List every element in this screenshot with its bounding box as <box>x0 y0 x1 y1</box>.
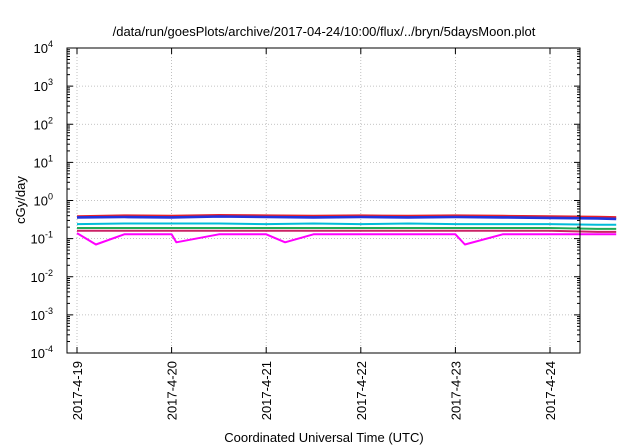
y-tick-exponent: -2 <box>45 268 53 278</box>
x-tick-label: 2017-4-20 <box>165 361 180 420</box>
chart-title: /data/run/goesPlots/archive/2017-04-24/1… <box>113 24 536 39</box>
y-tick-base: 10 <box>31 308 45 323</box>
y-tick-base: 10 <box>31 346 45 361</box>
y-tick-exponent: 3 <box>48 77 53 87</box>
y-tick-label: 10-1 <box>31 230 53 247</box>
y-tick-base: 10 <box>34 41 48 56</box>
y-tick-label: 10-4 <box>31 344 53 361</box>
x-axis-label: Coordinated Universal Time (UTC) <box>224 430 423 445</box>
y-tick-exponent: -3 <box>45 306 53 316</box>
x-tick-label: 2017-4-23 <box>448 361 463 420</box>
x-tick-label: 2017-4-24 <box>543 361 558 420</box>
y-tick-base: 10 <box>34 79 48 94</box>
y-tick-base: 10 <box>31 270 45 285</box>
x-tick-label: 2017-4-21 <box>259 361 274 420</box>
y-tick-label: 104 <box>34 39 53 56</box>
series-line <box>76 215 617 221</box>
series-line <box>77 229 617 233</box>
y-tick-label: 100 <box>34 192 53 209</box>
y-tick-exponent: 1 <box>48 153 53 163</box>
y-tick-exponent: 4 <box>48 39 53 49</box>
y-tick-label: 103 <box>34 77 53 94</box>
series-line <box>76 232 617 246</box>
y-tick-base: 10 <box>34 194 48 209</box>
y-axis-label: cGy/day <box>13 176 28 224</box>
series-line <box>76 222 617 226</box>
y-tick-label: 102 <box>34 115 53 132</box>
y-tick-label: 10-3 <box>31 306 53 323</box>
series-group <box>76 214 617 246</box>
y-tick-exponent: 0 <box>48 192 53 202</box>
series-line <box>77 227 617 230</box>
x-tick-label: 2017-4-22 <box>354 361 369 420</box>
y-tick-label: 101 <box>34 153 53 170</box>
y-tick-base: 10 <box>34 117 48 132</box>
y-tick-label: 10-2 <box>31 268 53 285</box>
y-tick-exponent: -1 <box>45 230 53 240</box>
y-tick-base: 10 <box>34 155 48 170</box>
x-axis-ticks: 2017-4-19 2017-4-20 2017-4-21 2017-4-22 2017… <box>70 48 558 420</box>
x-tick-label: 2017-4-19 <box>70 361 85 420</box>
y-tick-exponent: 2 <box>48 115 53 125</box>
y-tick-exponent: -4 <box>45 344 53 354</box>
y-tick-base: 10 <box>31 232 45 247</box>
